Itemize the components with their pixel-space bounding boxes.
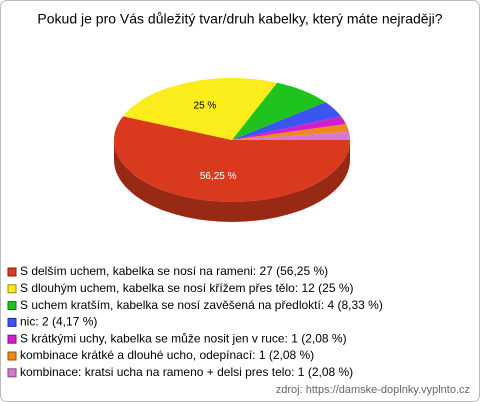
source: zdroj: https://damske-doplnky.vyplnto.cz [276, 384, 470, 396]
slice [122, 77, 278, 140]
data-label: 25 % [194, 100, 217, 111]
slice [232, 131, 350, 140]
slice [232, 123, 349, 140]
data-label: 56,25 % [200, 171, 237, 182]
slice [113, 116, 351, 202]
legend-label: kombinace krátké a dlouhé ucho, odepínac… [20, 348, 314, 362]
slice [232, 82, 326, 140]
legend-swatch [7, 317, 17, 327]
legend-label: S dlouhým uchem, kabelka se nosí křížem … [20, 281, 354, 295]
legend-swatch [7, 284, 17, 294]
slice [232, 102, 342, 140]
slice-side [114, 140, 350, 222]
legend-label: S delším uchem, kabelka se nosí na ramen… [20, 264, 328, 278]
legend-swatch [7, 334, 17, 344]
legend-swatch [7, 368, 17, 378]
legend-label: kombinace: kratsi ucha na rameno + delsi… [20, 365, 353, 379]
legend-swatch [7, 267, 17, 277]
legend-swatch [7, 301, 17, 311]
legend-label: nic: 2 (4,17 %) [20, 315, 97, 329]
slice [232, 116, 346, 140]
legend-swatch [7, 351, 17, 361]
legend-label: S uchem kratším, kabelka se nosí zavěšen… [20, 298, 383, 312]
chart-title: Pokud je pro Vás důležitý tvar/druh kabe… [37, 11, 442, 27]
legend-label: S krátkými uchy, kabelka se může nosit j… [20, 331, 347, 345]
